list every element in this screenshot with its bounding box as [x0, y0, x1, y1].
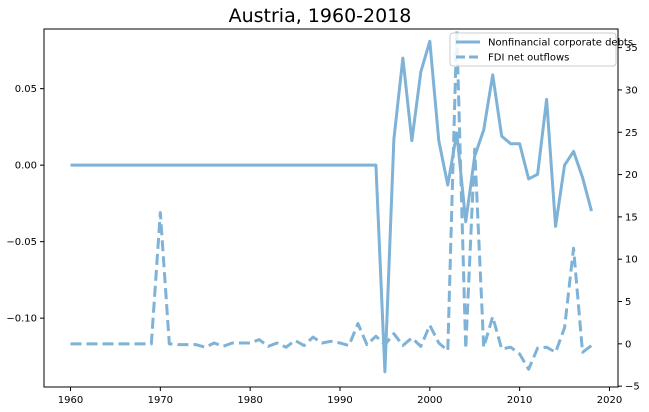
- axes: 1960 1970 1980 1990 2000 2010 2020−0.10−0.050.…: [6, 28, 640, 406]
- y-tick-label-right: 20: [625, 170, 638, 181]
- x-tick-label: 2020: [597, 395, 622, 406]
- legend: Nonfinancial corporate debts FDI net outf…: [449, 32, 633, 67]
- axes-frame: [43, 28, 619, 388]
- y-tick-label-left: 0.00: [15, 161, 37, 172]
- legend-box: [449, 32, 617, 67]
- y-tick-label-right: 35: [625, 43, 638, 54]
- y-tick-label-right: 15: [625, 212, 638, 223]
- y-tick-label-left: 0.05: [15, 84, 37, 95]
- y-tick-label-left: −0.05: [6, 237, 37, 248]
- plot-area: [70, 29, 593, 374]
- x-tick-label: 2010: [507, 395, 532, 406]
- y-tick-label-right: −5: [625, 382, 640, 393]
- series-line-nonfinancial-corporate-debts: [70, 39, 593, 374]
- y-tick-label-left: −0.10: [6, 314, 37, 325]
- x-tick-label: 1960: [58, 395, 83, 406]
- chart-title: Austria, 1960-2018: [229, 5, 412, 27]
- legend-label: FDI net outflows: [488, 53, 569, 64]
- x-tick-label: 1970: [148, 395, 173, 406]
- x-tick-label: 1980: [237, 395, 262, 406]
- y-tick-label-right: 5: [625, 297, 631, 308]
- y-tick-label-right: 30: [625, 85, 638, 96]
- series-line-fdi-net-outflows: [70, 29, 593, 371]
- x-tick-label: 2000: [417, 395, 442, 406]
- x-tick-label: 1990: [327, 395, 352, 406]
- y-tick-label-right: 0: [625, 339, 631, 350]
- y-tick-label-right: 25: [625, 128, 638, 139]
- y-tick-label-right: 10: [625, 255, 638, 266]
- legend-label: Nonfinancial corporate debts: [488, 38, 633, 49]
